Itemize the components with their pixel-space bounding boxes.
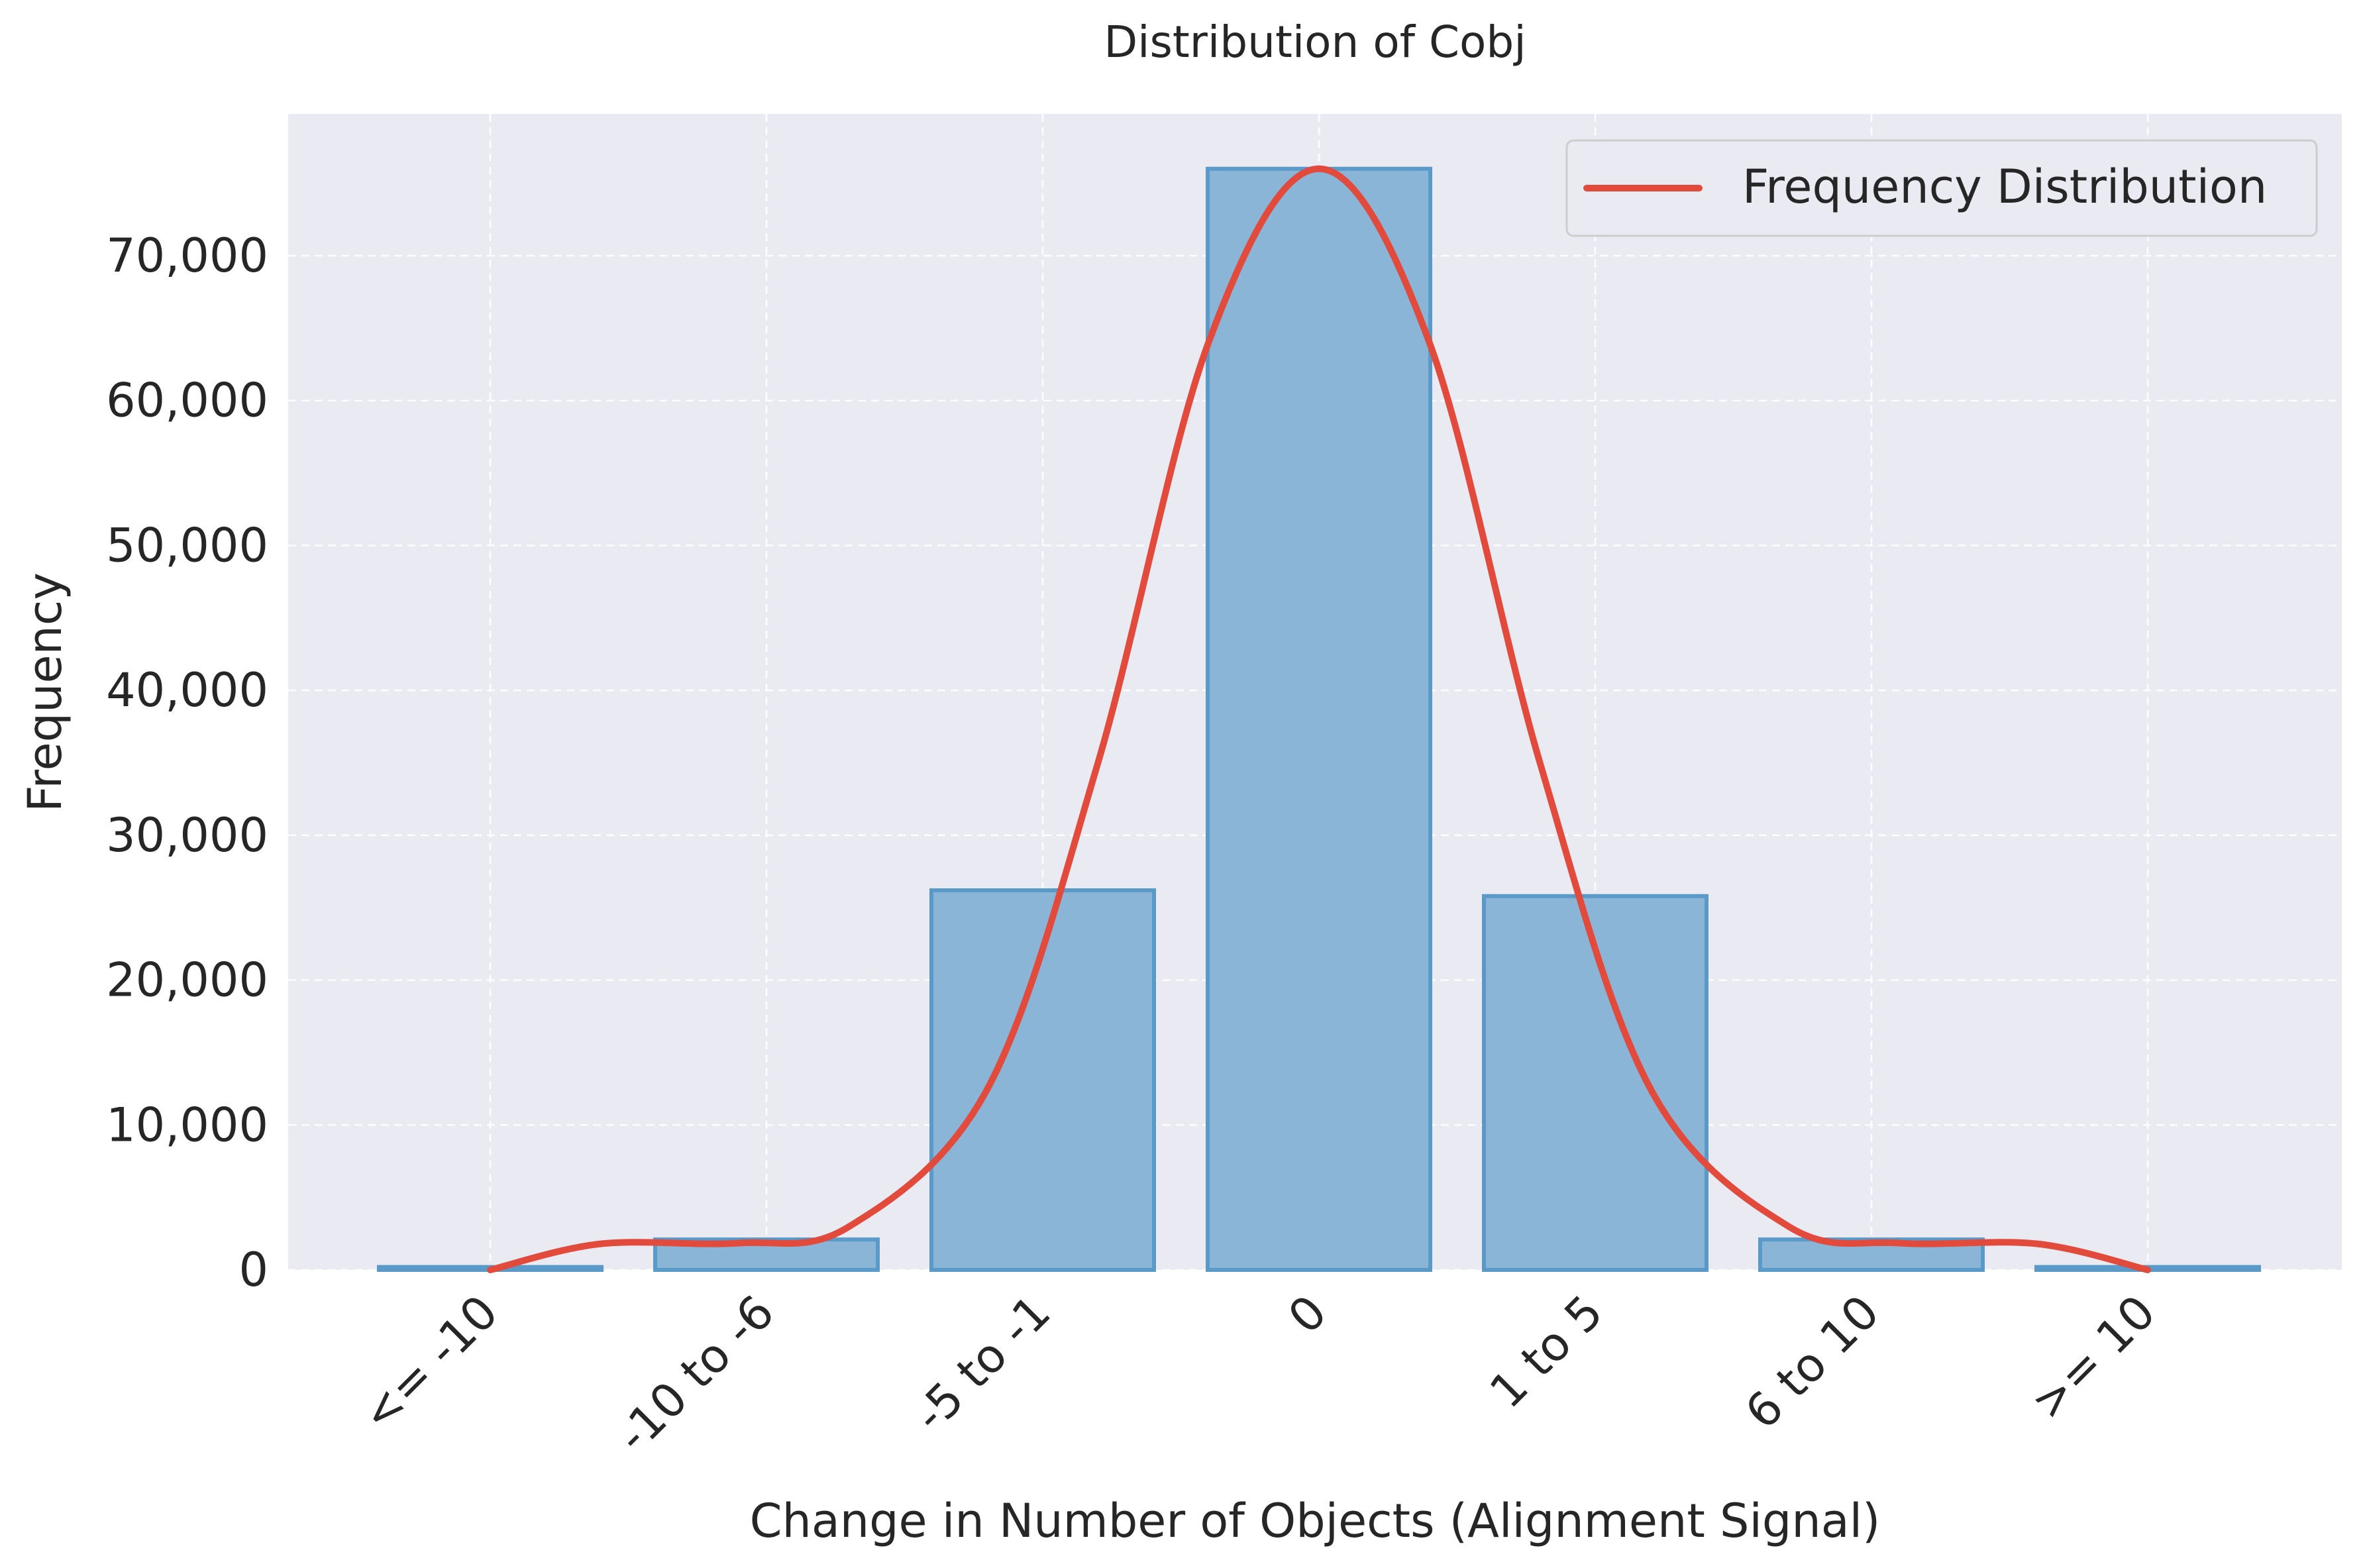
x-tick-label: <= -10 [351,1284,509,1442]
x-tick-label: 6 to 10 [1735,1284,1890,1439]
x-tick-label: 0 [1278,1284,1337,1343]
x-tick-label: -5 to -1 [903,1284,1061,1442]
y-tick-label: 30,000 [106,808,268,862]
x-tick-labels: <= -10 -10 to -6 -5 to -1 0 1 to 5 6 to 10 >= … [351,1284,2166,1463]
legend-label: Frequency Distribution [1742,160,2267,214]
y-tick-label: 0 [238,1243,268,1297]
y-axis-label: Frequency [18,572,72,812]
chart-title: Distribution of Cobj [1104,17,1526,68]
bar [1206,166,1432,1272]
y-tick-label: 60,000 [106,374,268,428]
frequency-distribution-line [487,165,2151,1273]
x-tick-label: 1 to 5 [1479,1284,1613,1418]
legend-box [1565,139,2318,237]
y-tick-label: 70,000 [106,229,268,283]
line-layer [487,165,2151,1273]
y-tick-labels: 0 10,000 20,000 30,000 40,000 50,000 60,000 70,… [106,229,268,1297]
x-axis-label: Change in Number of Objects (Alignment S… [750,1494,1881,1548]
y-tick-label: 40,000 [106,663,268,717]
y-tick-label: 20,000 [106,953,268,1008]
x-tick-label: >= 10 [2021,1284,2166,1430]
legend: Frequency Distribution [1565,139,2318,237]
x-tick-label: -10 to -6 [606,1284,784,1463]
y-tick-label: 10,000 [106,1098,268,1152]
y-tick-label: 50,000 [106,518,268,572]
